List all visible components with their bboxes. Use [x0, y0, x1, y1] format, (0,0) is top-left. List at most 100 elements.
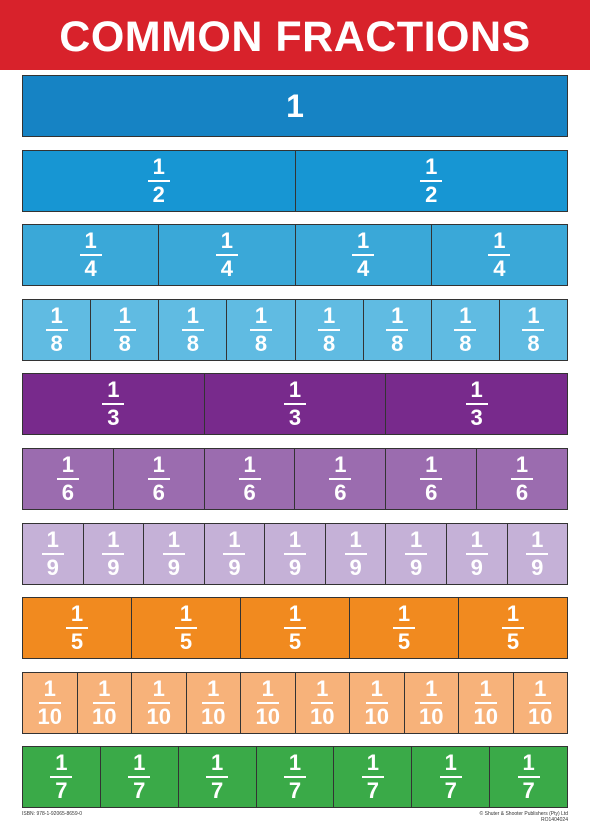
- denominator: 10: [310, 703, 335, 729]
- fraction-bar: [439, 776, 462, 779]
- fraction-bar: [526, 552, 549, 555]
- numerator: 1: [211, 750, 224, 776]
- denominator: 9: [410, 554, 423, 580]
- numerator: 1: [288, 526, 302, 552]
- numerator: 1: [506, 601, 520, 627]
- fraction-bar: [420, 179, 443, 182]
- title: COMMON FRACTIONS: [59, 13, 531, 61]
- fraction-bar: [502, 627, 524, 630]
- fraction-bar: [511, 478, 534, 480]
- numerator: 1: [531, 526, 544, 552]
- fraction-bar: [102, 403, 125, 406]
- denominator: 6: [152, 480, 165, 505]
- fraction-bar: [256, 701, 279, 704]
- numerator: 1: [186, 302, 199, 328]
- denominator: 9: [107, 554, 120, 580]
- fraction-bar: [202, 701, 225, 704]
- numerator: 1: [444, 750, 457, 776]
- numerator: 1: [288, 601, 302, 627]
- fraction-cell: 1 10: [512, 672, 568, 733]
- fraction-bar: [50, 776, 73, 779]
- fraction-bar: [147, 701, 170, 704]
- fraction-bar: [181, 328, 204, 331]
- numerator: 1: [179, 601, 193, 627]
- fraction-bar: [311, 701, 334, 704]
- numerator: 1: [243, 452, 256, 477]
- fraction-bar: [284, 776, 306, 779]
- numerator: 1: [349, 526, 362, 552]
- denominator: 5: [179, 629, 193, 655]
- fraction-cell: 1 10: [23, 673, 77, 733]
- numerator: 1: [46, 526, 59, 552]
- fraction-bar: [79, 254, 102, 257]
- numerator: 1: [493, 228, 506, 254]
- fraction-row: 1: [22, 75, 568, 137]
- denominator: 10: [146, 703, 171, 729]
- denominator: 7: [211, 778, 224, 804]
- denominator: 2: [152, 181, 165, 207]
- denominator: 6: [243, 480, 256, 505]
- denominator: 8: [459, 330, 472, 356]
- denominator: 4: [220, 256, 233, 282]
- fraction-bar: [365, 701, 388, 704]
- denominator: 5: [506, 629, 520, 655]
- numerator: 1: [220, 228, 233, 254]
- numerator: 1: [391, 302, 404, 328]
- denominator: 10: [419, 703, 444, 729]
- denominator: 5: [70, 629, 84, 655]
- denominator: 10: [364, 703, 389, 729]
- fraction-cell: 1 10: [240, 672, 295, 733]
- fraction-bar: [249, 328, 272, 331]
- denominator: 3: [107, 405, 120, 431]
- fraction-bar: [465, 552, 488, 555]
- numerator: 1: [254, 302, 268, 328]
- denominator: 10: [255, 703, 280, 729]
- numerator: 1: [479, 675, 492, 701]
- fraction-bar: [284, 403, 306, 406]
- denominator: 9: [288, 554, 302, 580]
- publisher-info: © Shuter & Shooter Publishers (Pty) Ltd R…: [480, 811, 568, 823]
- numerator: 1: [70, 601, 84, 627]
- denominator: 8: [322, 330, 336, 356]
- denominator: 2: [425, 181, 438, 207]
- numerator: 1: [167, 526, 181, 552]
- numerator: 1: [55, 750, 68, 776]
- denominator: 10: [92, 703, 117, 729]
- fraction-bar: [352, 254, 375, 257]
- numerator: 1: [152, 452, 165, 477]
- numerator: 1: [118, 302, 131, 328]
- numerator: 1: [98, 675, 111, 701]
- fraction-cell: 1 10: [403, 672, 459, 733]
- numerator: 1: [425, 153, 438, 179]
- numerator: 1: [107, 377, 120, 403]
- fraction-bar: [206, 776, 229, 779]
- numerator: 1: [228, 526, 241, 552]
- fraction-bar: [420, 701, 443, 704]
- fraction-bar: [420, 478, 443, 480]
- numerator: 1: [470, 526, 483, 552]
- fraction-cell: 1 10: [131, 672, 186, 733]
- fraction-bar: [529, 701, 552, 704]
- numerator: 1: [288, 750, 302, 776]
